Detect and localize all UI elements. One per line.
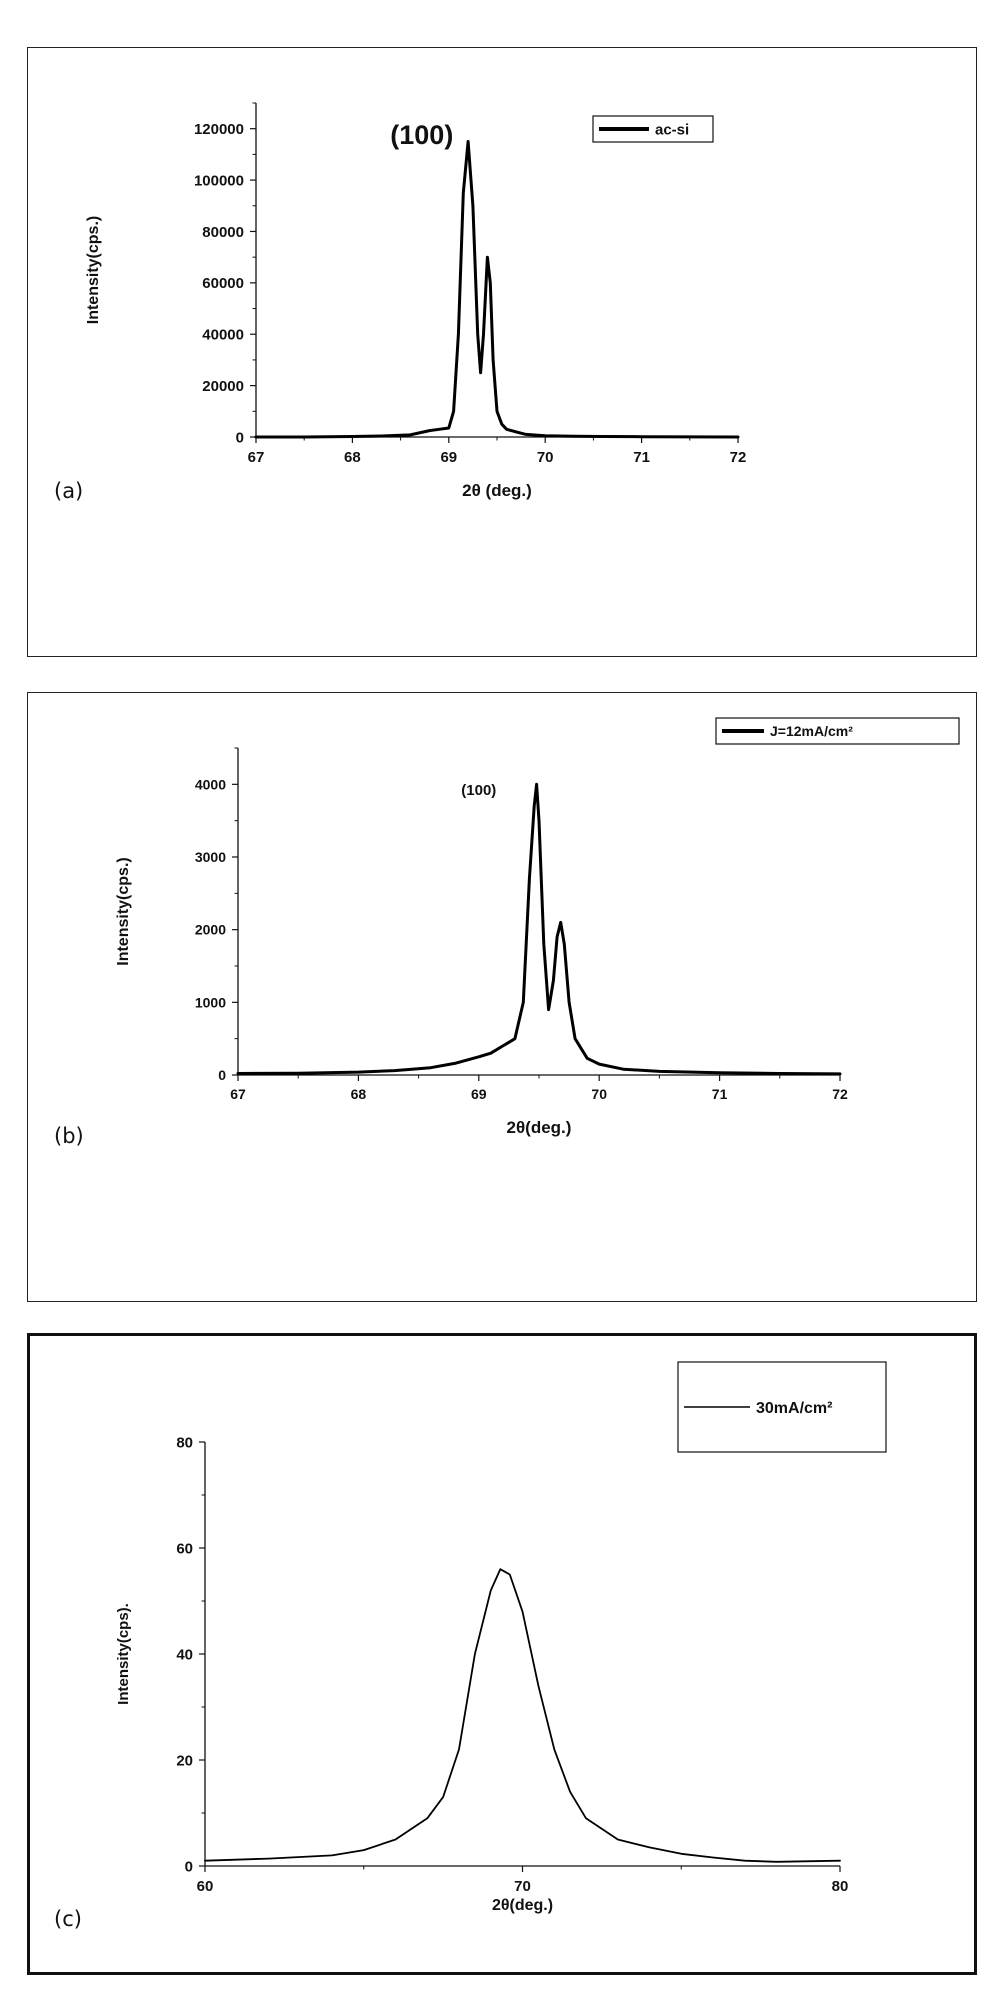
panel-label: (a)	[54, 479, 83, 503]
chart-b-svg: 67 68 69 70 71 72 0 1000 2000 3000 4000 2θ(deg.) Int…	[54, 717, 960, 1148]
x-axis-title: 2θ (deg.)	[462, 481, 532, 500]
series-line	[236, 782, 842, 1076]
y-tick-label: 4000	[195, 776, 226, 792]
peak-annotation: (100)	[390, 120, 453, 150]
series-line	[204, 1568, 841, 1863]
x-axis-title: 2θ(deg.)	[507, 1118, 572, 1137]
chart-panel-a: 67 68 69 70 71 72 0 20000 40000 60000 80000 100000 1…	[27, 47, 977, 657]
panel-label: (b)	[54, 1124, 84, 1148]
y-axis-title: Intensity(cps).	[115, 1603, 132, 1705]
y-tick-label: 0	[185, 1858, 193, 1875]
x-tick-label: 69	[440, 449, 457, 466]
y-axis-title: Intensity(cps.)	[85, 216, 102, 324]
x-tick-label: 71	[633, 449, 650, 466]
y-tick-label: 120000	[194, 121, 244, 138]
chart-panel-b: 67 68 69 70 71 72 0 1000 2000 3000 4000 2θ(deg.) Int…	[27, 692, 977, 1302]
legend-label: ac-si	[655, 121, 689, 138]
y-tick-label: 80000	[202, 224, 244, 241]
y-tick-label: 40000	[202, 327, 244, 344]
y-axis-title: Intensity(cps.)	[115, 857, 132, 965]
y-tick-label: 1000	[195, 994, 226, 1010]
legend-label: 30mA/cm²	[756, 1400, 832, 1417]
y-tick-label: 60	[176, 1540, 193, 1557]
x-axis-title: 2θ(deg.)	[492, 1897, 553, 1914]
y-tick-label: 2000	[195, 922, 226, 938]
y-tick-label: 3000	[195, 849, 226, 865]
x-tick-label: 70	[591, 1086, 607, 1102]
x-tick-label: 80	[832, 1878, 849, 1895]
x-tick-label: 69	[471, 1086, 487, 1102]
y-tick-label: 80	[176, 1434, 193, 1451]
x-tick-label: 68	[344, 449, 361, 466]
legend-label: J=12mA/cm²	[770, 723, 853, 739]
x-tick-label: 72	[730, 449, 747, 466]
y-tick-label: 0	[236, 429, 244, 446]
x-tick-label: 67	[248, 449, 265, 466]
y-tick-label: 60000	[202, 275, 244, 292]
x-tick-label: 68	[351, 1086, 367, 1102]
x-tick-label: 67	[230, 1086, 246, 1102]
y-tick-label: 20000	[202, 378, 244, 395]
x-tick-label: 60	[197, 1878, 214, 1895]
y-tick-label: 20	[176, 1752, 193, 1769]
panel-label: (c)	[54, 1907, 82, 1931]
chart-panel-c: 60 70 80 0 20 40 60 80 2θ(deg.) Intensity(cps). (c…	[27, 1333, 977, 1975]
peak-annotation: (100)	[461, 782, 496, 799]
y-tick-label: 0	[218, 1067, 226, 1083]
series-line	[254, 140, 740, 439]
x-tick-label: 70	[514, 1878, 531, 1895]
x-tick-label: 70	[537, 449, 554, 466]
x-tick-label: 72	[832, 1086, 848, 1102]
chart-c-svg: 60 70 80 0 20 40 60 80 2θ(deg.) Intensity(cps). (c…	[54, 1361, 887, 1931]
y-tick-label: 100000	[194, 172, 244, 189]
legend-box	[715, 717, 960, 745]
chart-a-svg: 67 68 69 70 71 72 0 20000 40000 60000 80000 100000 1…	[54, 102, 747, 503]
x-tick-label: 71	[712, 1086, 728, 1102]
y-tick-label: 40	[176, 1646, 193, 1663]
